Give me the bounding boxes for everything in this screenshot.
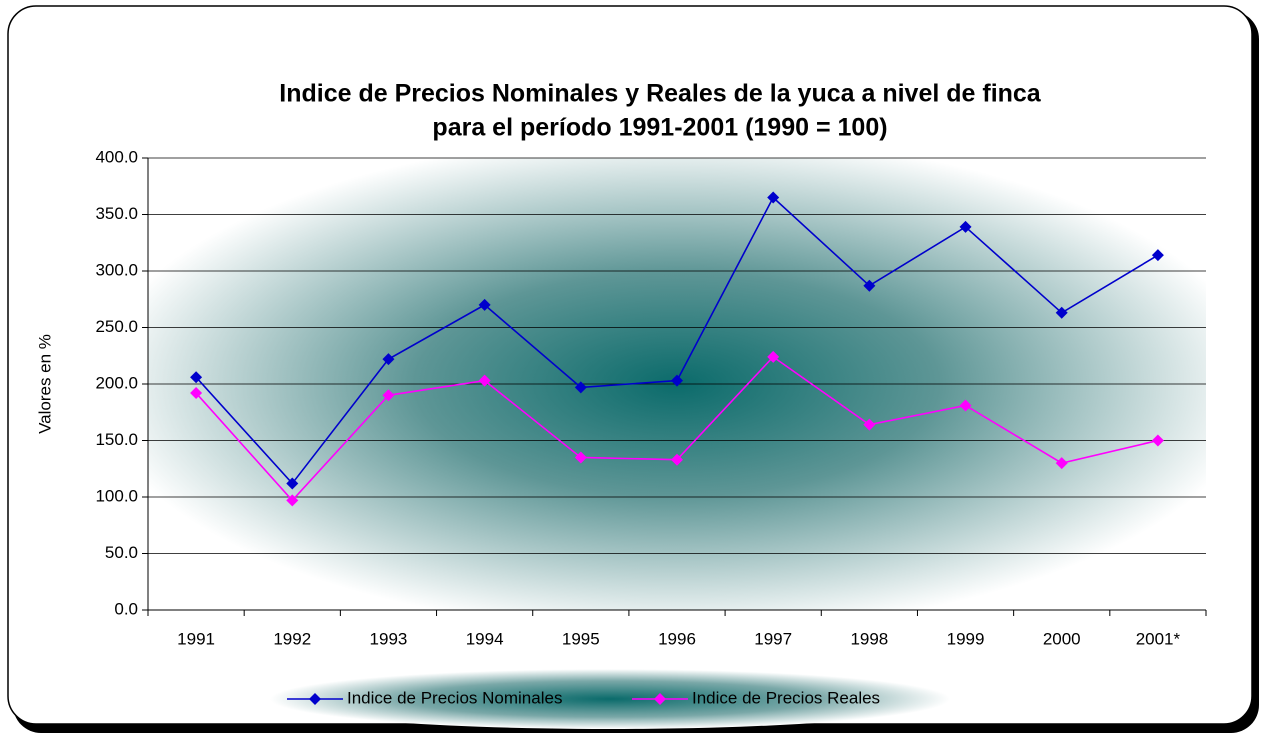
x-tick-label: 1997 [754, 629, 792, 648]
x-tick-label: 2000 [1043, 629, 1081, 648]
x-tick-label: 1992 [273, 629, 311, 648]
y-tick-label: 100.0 [95, 486, 138, 505]
point-marker [1151, 434, 1164, 447]
legend-marker [309, 693, 321, 705]
point-marker [959, 220, 972, 233]
y-tick-label: 0.0 [114, 599, 138, 618]
legend-label: Indice de Precios Reales [692, 688, 880, 707]
point-marker [574, 381, 587, 394]
legend-marker [654, 693, 666, 705]
y-tick-label: 150.0 [95, 430, 138, 449]
point-marker [1055, 457, 1068, 470]
y-tick-label: 350.0 [95, 204, 138, 223]
point-marker [478, 374, 491, 387]
x-tick-label: 1993 [370, 629, 408, 648]
x-tick-label: 1996 [658, 629, 696, 648]
point-marker [286, 477, 299, 490]
y-tick-label: 250.0 [95, 317, 138, 336]
x-tick-label: 1998 [850, 629, 888, 648]
x-tick-label: 1999 [947, 629, 985, 648]
y-tick-label: 200.0 [95, 373, 138, 392]
y-axis-label: Valores en % [35, 334, 54, 434]
chart-title: Indice de Precios Nominales y Reales de … [279, 80, 1042, 108]
point-marker [671, 374, 683, 387]
point-marker [478, 298, 491, 311]
x-tick-label: 1994 [466, 629, 504, 648]
point-marker [767, 350, 780, 363]
point-marker [767, 191, 780, 204]
y-tick-label: 50.0 [105, 543, 138, 562]
point-marker [863, 418, 876, 431]
legend-background [270, 669, 950, 729]
point-marker [382, 389, 395, 402]
x-tick-label: 1995 [562, 629, 600, 648]
legend-label: Indice de Precios Nominales [347, 688, 562, 707]
x-tick-label: 2001* [1136, 629, 1181, 648]
point-marker [863, 279, 876, 292]
point-marker [1055, 306, 1068, 319]
point-marker [574, 451, 587, 464]
point-marker [190, 371, 203, 384]
point-marker [190, 387, 203, 400]
y-tick-label: 300.0 [95, 260, 138, 279]
point-marker [959, 399, 972, 412]
point-marker [382, 353, 395, 366]
point-marker [671, 453, 683, 466]
point-marker [1151, 249, 1164, 262]
point-marker [286, 494, 299, 507]
x-tick-label: 1991 [177, 629, 215, 648]
chart-title: para el período 1991-2001 (1990 = 100) [432, 114, 887, 142]
y-tick-label: 400.0 [95, 147, 138, 166]
